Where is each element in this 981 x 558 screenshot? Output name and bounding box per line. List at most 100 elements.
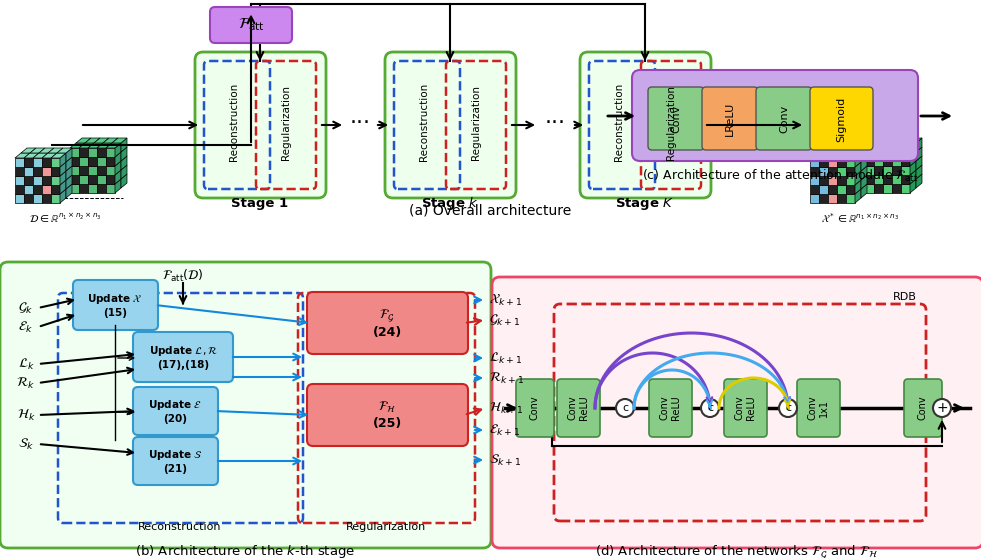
Polygon shape (121, 147, 127, 161)
Polygon shape (865, 175, 874, 184)
Polygon shape (79, 157, 88, 166)
Polygon shape (15, 167, 24, 176)
Text: Stage $K$: Stage $K$ (615, 196, 675, 212)
Polygon shape (901, 166, 910, 175)
Polygon shape (24, 153, 39, 158)
Polygon shape (48, 148, 63, 153)
Text: $\mathcal{F}_{\mathcal{G}}$
(24): $\mathcal{F}_{\mathcal{G}}$ (24) (373, 307, 401, 339)
Polygon shape (51, 153, 66, 158)
Polygon shape (115, 152, 121, 166)
Polygon shape (837, 158, 846, 167)
Polygon shape (39, 148, 54, 153)
FancyBboxPatch shape (195, 52, 326, 198)
Polygon shape (24, 194, 33, 203)
Polygon shape (916, 165, 922, 179)
Polygon shape (819, 176, 828, 185)
Polygon shape (898, 138, 913, 143)
Polygon shape (51, 194, 60, 203)
Polygon shape (861, 148, 867, 162)
Polygon shape (871, 138, 886, 143)
FancyBboxPatch shape (385, 52, 516, 198)
FancyBboxPatch shape (724, 379, 767, 437)
Polygon shape (79, 148, 88, 157)
Text: $\mathcal{G}_k$: $\mathcal{G}_k$ (19, 300, 33, 316)
Text: Reconstruction: Reconstruction (419, 83, 429, 161)
Text: Reconstruction: Reconstruction (614, 83, 624, 161)
Polygon shape (892, 148, 901, 157)
Polygon shape (901, 148, 910, 157)
Polygon shape (819, 194, 828, 203)
Text: Conv
ReLU: Conv ReLU (734, 396, 755, 420)
Polygon shape (810, 158, 819, 167)
Text: Conv
1x1: Conv 1x1 (807, 396, 829, 420)
Polygon shape (66, 157, 72, 171)
Polygon shape (51, 185, 60, 194)
Polygon shape (883, 148, 892, 157)
Polygon shape (883, 184, 892, 193)
Text: $\mathcal{L}_k$: $\mathcal{L}_k$ (18, 357, 34, 372)
Polygon shape (861, 184, 867, 198)
Polygon shape (115, 179, 121, 193)
FancyBboxPatch shape (210, 7, 292, 43)
Polygon shape (819, 153, 834, 158)
Polygon shape (33, 153, 48, 158)
Circle shape (779, 399, 797, 417)
Polygon shape (106, 175, 115, 184)
Polygon shape (79, 166, 88, 175)
Polygon shape (855, 180, 861, 194)
FancyBboxPatch shape (648, 87, 704, 150)
FancyBboxPatch shape (0, 262, 491, 548)
Polygon shape (874, 166, 883, 175)
FancyBboxPatch shape (133, 387, 218, 435)
Text: (d) Architecture of the networks $\mathcal{F}_{\mathcal{G}}$ and $\mathcal{F}_{\: (d) Architecture of the networks $\mathc… (595, 543, 879, 558)
FancyBboxPatch shape (810, 87, 873, 150)
Polygon shape (33, 167, 42, 176)
Polygon shape (33, 176, 42, 185)
FancyBboxPatch shape (307, 292, 468, 354)
Circle shape (701, 399, 719, 417)
Polygon shape (889, 138, 904, 143)
Text: (a) Overall architecture: (a) Overall architecture (409, 203, 571, 217)
Polygon shape (121, 138, 127, 152)
Polygon shape (60, 162, 66, 176)
FancyBboxPatch shape (632, 70, 918, 161)
Polygon shape (97, 184, 106, 193)
Text: Stage 1: Stage 1 (232, 198, 288, 210)
Polygon shape (42, 185, 51, 194)
FancyBboxPatch shape (133, 437, 218, 485)
Polygon shape (825, 148, 840, 153)
Text: c: c (785, 403, 791, 413)
Polygon shape (24, 185, 33, 194)
Polygon shape (828, 176, 837, 185)
Polygon shape (97, 166, 106, 175)
Polygon shape (916, 138, 922, 152)
Polygon shape (892, 184, 901, 193)
Polygon shape (861, 175, 867, 189)
Polygon shape (892, 143, 907, 148)
Text: $\mathcal{F}_{\mathrm{att}}$: $\mathcal{F}_{\mathrm{att}}$ (237, 17, 265, 33)
Text: $\mathcal{S}_{k+1}$: $\mathcal{S}_{k+1}$ (489, 453, 521, 468)
FancyBboxPatch shape (307, 384, 468, 446)
Polygon shape (42, 158, 51, 167)
Polygon shape (85, 138, 100, 143)
Polygon shape (15, 185, 24, 194)
Polygon shape (94, 138, 109, 143)
FancyBboxPatch shape (756, 87, 812, 150)
Polygon shape (24, 158, 33, 167)
Text: Conv: Conv (530, 396, 540, 420)
Text: (c) Architecture of the attention module $\mathcal{F}_{\mathrm{att}}$: (c) Architecture of the attention module… (642, 168, 918, 184)
Text: $\mathcal{X}^* \in \mathbb{R}^{n_1 \times n_2 \times n_3}$: $\mathcal{X}^* \in \mathbb{R}^{n_1 \time… (821, 211, 900, 224)
Polygon shape (901, 175, 910, 184)
Polygon shape (33, 185, 42, 194)
Text: $\mathcal{L}_{k+1}$: $\mathcal{L}_{k+1}$ (489, 350, 522, 365)
Polygon shape (810, 153, 825, 158)
Polygon shape (883, 175, 892, 184)
Text: Conv: Conv (918, 396, 928, 420)
FancyBboxPatch shape (904, 379, 942, 437)
Text: $\mathcal{F}_{\mathrm{att}}(\mathcal{D})$: $\mathcal{F}_{\mathrm{att}}(\mathcal{D})… (162, 268, 204, 284)
Polygon shape (60, 189, 66, 203)
Polygon shape (916, 174, 922, 188)
Polygon shape (79, 143, 94, 148)
Text: Update $\mathcal{L}, \mathcal{R}$
(17),(18): Update $\mathcal{L}, \mathcal{R}$ (17),(… (148, 344, 218, 370)
Polygon shape (115, 143, 121, 157)
